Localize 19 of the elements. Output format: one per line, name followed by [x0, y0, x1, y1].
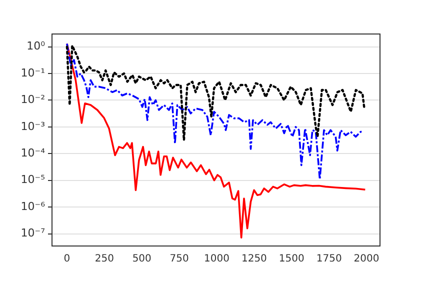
line-series: [66, 42, 364, 180]
x-tick-label: 500: [132, 254, 152, 265]
x-tick-label: 1500: [278, 254, 304, 265]
x-tick-label: 250: [94, 254, 114, 265]
x-tick-label: 1250: [241, 254, 267, 265]
y-tick-label: 10⁻⁶: [20, 200, 46, 213]
y-tick-label: 10⁻⁵: [20, 173, 45, 186]
x-tick-label: 750: [170, 254, 189, 265]
y-tick-label: 10⁻⁴: [20, 146, 46, 160]
y-tick-label: 10⁻⁷: [20, 226, 45, 240]
line-series: [66, 44, 366, 142]
y-tick-label: 10⁻³: [20, 120, 45, 133]
x-tick-label: 1750: [316, 254, 342, 265]
y-tick-label: 10⁰: [26, 40, 46, 53]
y-tick-label: 10⁻¹: [20, 66, 45, 80]
x-tick-label: 2000: [354, 254, 380, 265]
x-tick-label: 0: [64, 254, 70, 265]
y-tick-label: 10⁻²: [20, 93, 45, 106]
x-tick-label: 1000: [204, 254, 230, 265]
